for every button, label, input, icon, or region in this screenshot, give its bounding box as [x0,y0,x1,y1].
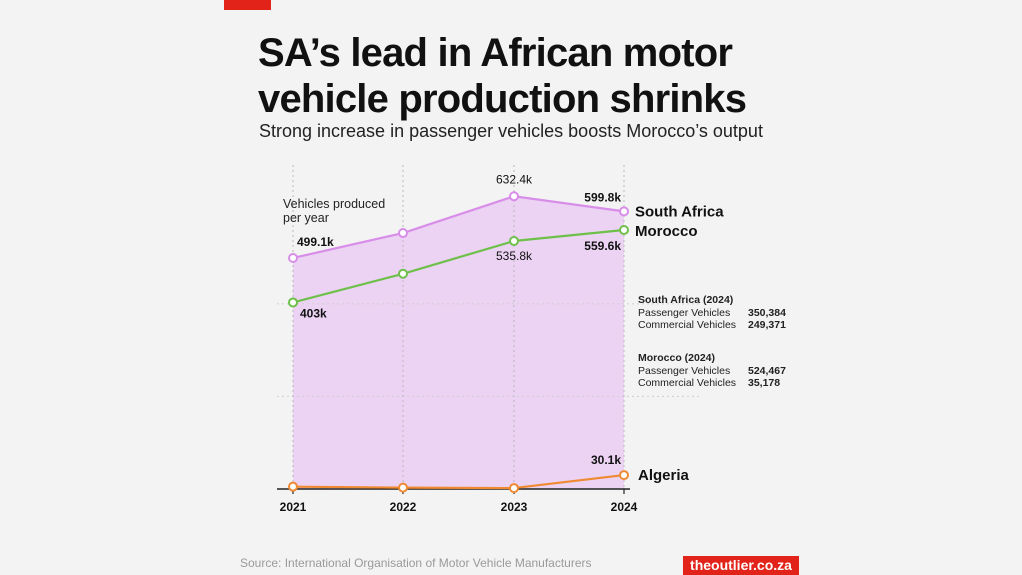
x-tick-label: 2023 [501,500,528,514]
data-label: 599.8k [584,190,621,204]
morocco-breakdown-heading: Morocco (2024) [638,352,716,364]
data-point [509,191,519,202]
data-point [398,482,408,493]
data-point [619,206,629,217]
breakdown-label: Passenger Vehicles [638,364,731,377]
data-point [288,252,298,263]
data-point [398,268,408,279]
breakdown-row: Passenger Vehicles 524,467 [638,365,786,378]
series-line [292,195,625,260]
south-africa-breakdown: South Africa (2024) Passenger Vehicles 3… [638,294,786,332]
x-tick-label: 2022 [390,500,417,514]
x-tick-label: 2024 [611,500,638,514]
data-point [288,481,298,492]
series-label: Morocco [635,223,698,240]
breakdown-label: Passenger Vehicles [638,306,731,319]
data-point [619,470,629,481]
y-axis-label: Vehicles produced per year [283,197,386,225]
breakdown-label: Commercial Vehicles [638,319,737,331]
breakdown-value: 35,178 [748,377,781,389]
area-fill [293,196,624,490]
breakdown-row: Commercial Vehicles 249,371 [638,319,786,332]
data-point [509,483,519,494]
series-label: South Africa [635,203,724,220]
breakdown-row: Passenger Vehicles 350,384 [638,307,786,320]
data-label: 499.1k [297,235,334,249]
south-africa-breakdown-heading: South Africa (2024) [638,294,734,306]
breakdown-row: Commercial Vehicles 35,178 [638,377,786,390]
data-label: 30.1k [591,453,621,467]
breakdown-label: Commercial Vehicles [638,377,737,389]
chart-subtitle: Strong increase in passenger vehicles bo… [259,121,763,141]
breakdown-value: 524,467 [748,364,786,377]
series-label: Algeria [638,467,690,484]
series-line [292,473,625,490]
data-label: 559.6k [584,239,621,253]
data-point [619,224,629,235]
data-label: 632.4k [496,172,533,186]
chart-title: SA’s lead in African motor vehicle produ… [258,31,747,121]
x-tick-label: 2021 [280,500,307,514]
data-point [398,228,408,239]
data-point [288,297,298,308]
data-label: 535.8k [496,249,533,263]
source-note: Source: International Organisation of Mo… [240,556,592,570]
breakdown-value: 249,371 [748,319,786,331]
data-label: 403k [300,306,327,320]
series-line [292,228,625,304]
morocco-breakdown: Morocco (2024) Passenger Vehicles 524,46… [638,352,786,390]
breakdown-value: 350,384 [748,306,786,319]
brand-accent-bar [224,0,271,10]
data-point [509,236,519,247]
brand-logo[interactable]: theoutlier.co.za [683,556,799,575]
